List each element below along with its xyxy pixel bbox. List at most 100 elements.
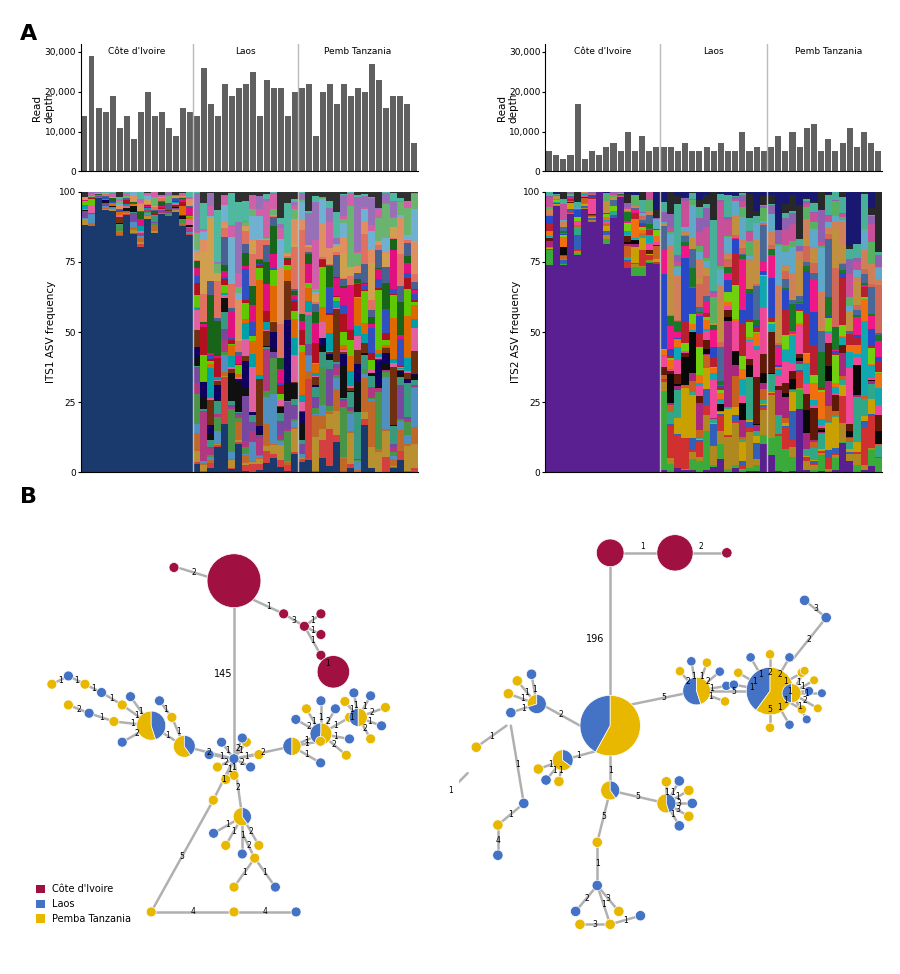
Bar (811, 124, 817, 171)
Bar (305, 264, 312, 282)
Bar (368, 374, 375, 376)
Text: 1: 1 (520, 694, 525, 703)
Bar (560, 259, 567, 260)
Bar (242, 266, 249, 269)
Bar (200, 470, 207, 472)
Circle shape (662, 776, 671, 787)
Bar (875, 445, 882, 457)
Bar (846, 192, 853, 246)
Bar (674, 360, 681, 374)
Bar (292, 454, 299, 472)
Bar (753, 240, 760, 283)
Bar (340, 332, 347, 345)
Bar (214, 443, 221, 445)
Text: 1: 1 (521, 704, 526, 713)
Bar (853, 365, 860, 395)
Bar (320, 404, 327, 416)
Bar (753, 192, 760, 211)
Bar (305, 246, 312, 247)
Text: 1: 1 (240, 831, 245, 840)
Bar (803, 470, 810, 472)
Bar (333, 389, 340, 411)
Bar (256, 241, 264, 259)
Bar (333, 239, 340, 244)
Bar (875, 372, 882, 389)
Bar (340, 399, 347, 401)
Bar (151, 231, 158, 234)
Bar (810, 375, 817, 383)
Bar (632, 208, 638, 210)
Bar (88, 213, 95, 223)
Bar (137, 247, 144, 472)
Bar (229, 237, 235, 282)
Bar (667, 192, 674, 213)
Bar (327, 430, 333, 467)
Bar (660, 192, 667, 202)
Text: 1: 1 (238, 746, 243, 755)
Bar (410, 352, 418, 374)
Bar (739, 248, 746, 254)
Bar (375, 389, 382, 393)
Bar (860, 416, 868, 421)
Bar (207, 363, 214, 367)
Bar (327, 414, 333, 430)
Bar (347, 468, 355, 472)
Bar (229, 311, 235, 338)
Bar (760, 383, 768, 390)
Bar (753, 471, 760, 472)
Bar (832, 469, 839, 472)
Bar (138, 112, 144, 171)
Bar (320, 307, 327, 321)
Bar (194, 464, 200, 472)
Bar (109, 211, 116, 472)
Bar (710, 330, 717, 347)
Bar (817, 331, 824, 352)
Bar (207, 360, 214, 363)
Bar (116, 208, 123, 209)
Bar (88, 206, 95, 213)
Bar (710, 424, 717, 445)
Bar (782, 280, 789, 288)
Bar (320, 346, 327, 352)
Bar (739, 356, 746, 369)
Text: 1: 1 (784, 677, 788, 687)
Bar (625, 268, 632, 472)
Bar (158, 198, 165, 202)
Bar (545, 192, 553, 196)
Bar (617, 197, 625, 472)
Bar (382, 370, 390, 372)
Circle shape (109, 717, 119, 727)
Bar (875, 192, 882, 251)
Bar (340, 366, 347, 397)
Bar (327, 84, 333, 171)
Bar (739, 206, 746, 217)
Bar (299, 199, 305, 201)
Circle shape (229, 770, 239, 780)
Bar (95, 198, 102, 472)
Circle shape (471, 742, 482, 752)
Bar (739, 403, 746, 420)
Bar (560, 256, 567, 259)
Bar (200, 462, 207, 463)
Bar (667, 403, 674, 405)
Bar (667, 405, 674, 412)
Bar (660, 355, 667, 356)
Bar (299, 412, 305, 423)
Bar (200, 240, 207, 252)
Bar (242, 226, 249, 227)
Bar (775, 391, 782, 415)
Bar (327, 313, 333, 316)
Bar (810, 213, 817, 222)
Bar (603, 217, 610, 220)
Bar (824, 424, 832, 450)
Bar (229, 460, 235, 468)
Bar (130, 212, 137, 221)
Bar (860, 275, 868, 283)
Text: 2: 2 (706, 677, 711, 686)
Bar (235, 273, 242, 287)
Bar (868, 381, 875, 385)
Bar (144, 199, 151, 201)
Bar (214, 274, 221, 281)
Bar (688, 381, 696, 393)
Bar (560, 235, 567, 238)
